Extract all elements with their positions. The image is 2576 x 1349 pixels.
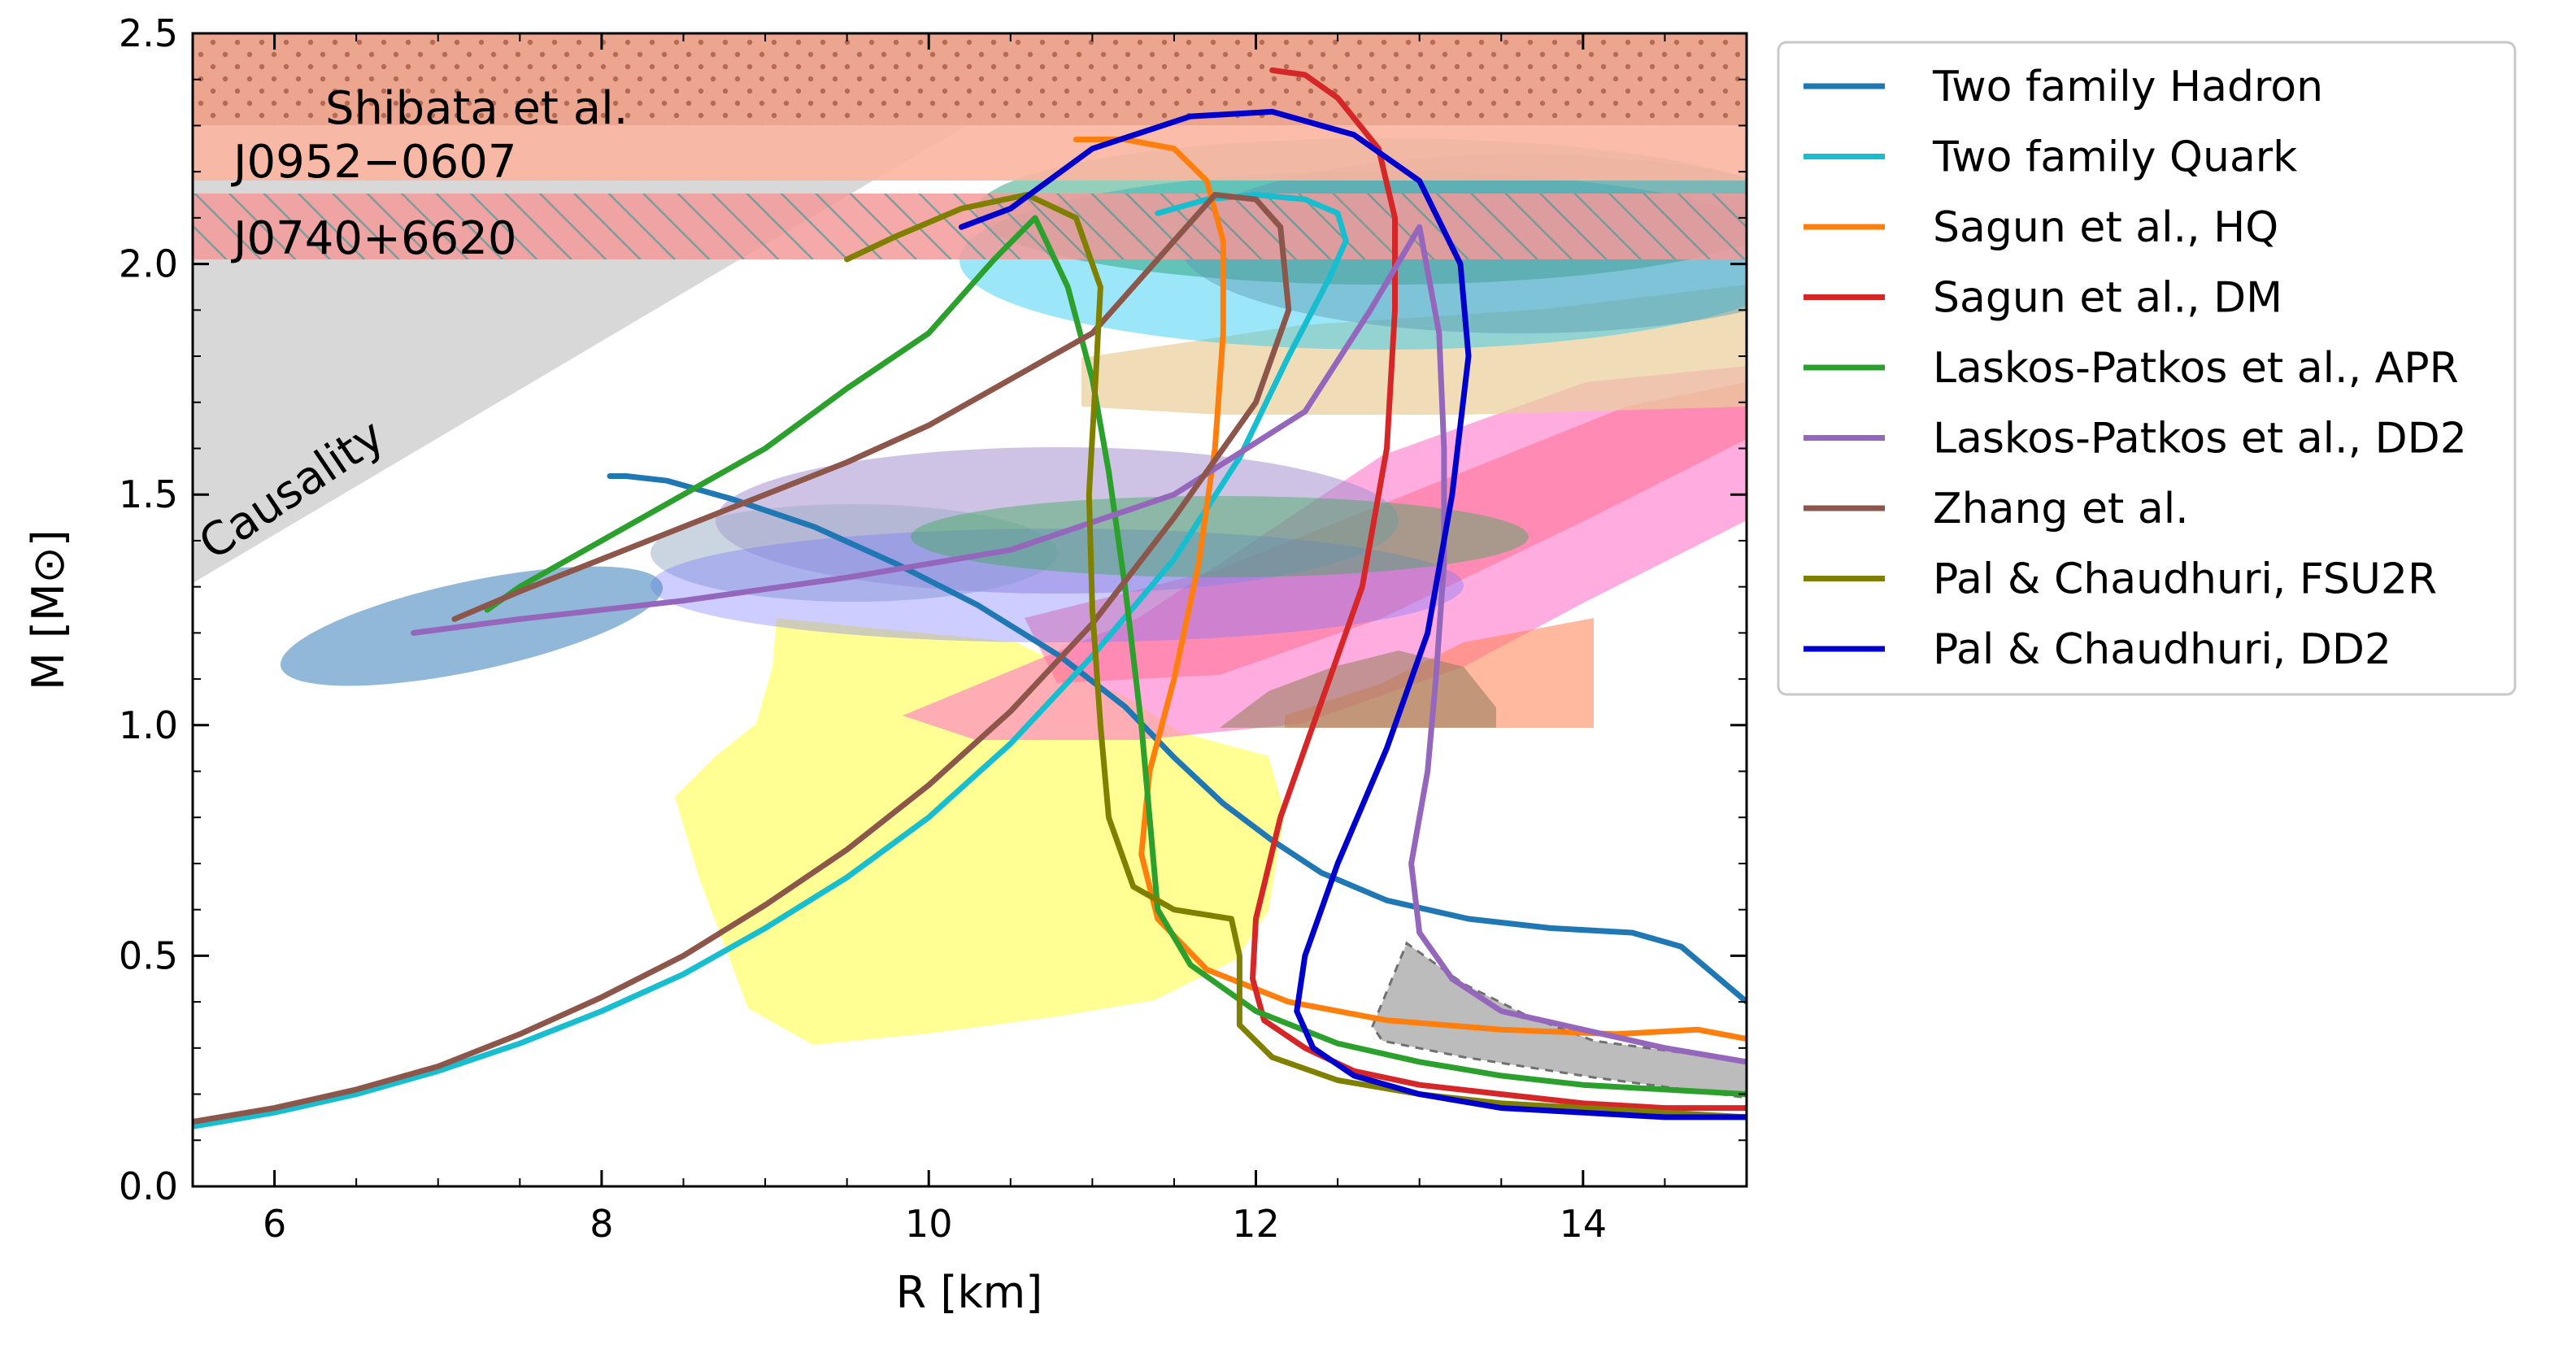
series-line-8	[958, 108, 1747, 1121]
olive-region	[1220, 651, 1496, 728]
series-line-3	[1250, 67, 1747, 1112]
series-layer	[193, 67, 1747, 1129]
annotation-0: Shibata et al.	[325, 82, 628, 135]
y-tick-label: 2.5	[119, 11, 178, 55]
y-tick-label: 1.5	[119, 472, 178, 516]
shibata-dots	[193, 33, 1747, 125]
grey-blue-region	[651, 504, 1057, 602]
legend-label-1: Two family Quark	[1932, 133, 2297, 182]
plot-frame	[191, 32, 1748, 1188]
y-axis-label: M [M⊙]	[23, 529, 74, 690]
green-region	[911, 496, 1529, 577]
y-tick-label: 0.0	[119, 1164, 178, 1208]
annotation-2: J0740+6620	[231, 212, 516, 265]
ticks: 6 8 10 12 14 0.0 0.5 1.0 1.5 2.0 2.5	[119, 11, 1747, 1246]
x-tick-label: 12	[1232, 1202, 1280, 1246]
series-line-2	[1073, 137, 1747, 1042]
y-tick-label: 2.0	[119, 242, 178, 286]
legend-label-5: Laskos-Patkos et al., DD2	[1933, 415, 2467, 463]
annotation-1: J0952−0607	[231, 136, 516, 189]
y-tick-label: 0.5	[119, 933, 178, 977]
legend-label-4: Laskos-Patkos et al., APR	[1933, 344, 2459, 393]
legend: Two family Hadron Two family Quark Sagun e…	[1777, 41, 2517, 696]
y-tick-label: 1.0	[119, 703, 178, 747]
series-line-1	[193, 192, 1349, 1129]
x-tick-label: 14	[1560, 1202, 1608, 1246]
x-axis-label: R [km]	[896, 1267, 1043, 1318]
x-tick-label: 10	[905, 1202, 953, 1246]
legend-label-3: Sagun et al., DM	[1933, 274, 2282, 323]
tan-region	[1081, 285, 1747, 415]
legend-label-2: Sagun et al., HQ	[1933, 203, 2278, 252]
series-line-5	[411, 224, 1747, 1065]
purple-region	[651, 529, 1464, 642]
grey-triangle-region	[1371, 941, 1747, 1099]
legend-label-6: Zhang et al.	[1933, 485, 2189, 533]
legend-label-0: Two family Hadron	[1932, 63, 2323, 111]
x-tick-label: 6	[263, 1202, 286, 1246]
series-line-4	[484, 215, 1747, 1098]
legend-label-8: Pal & Chaudhuri, DD2	[1933, 625, 2391, 674]
series-line-6	[193, 192, 1292, 1125]
legend-label-7: Pal & Chaudhuri, FSU2R	[1933, 555, 2437, 604]
legend-box	[1777, 41, 2517, 696]
x-tick-label: 8	[590, 1202, 613, 1246]
